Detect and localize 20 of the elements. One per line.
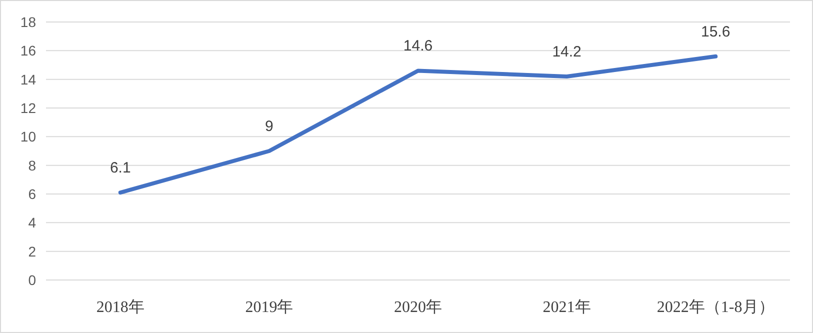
x-tick-label: 2018年 [96, 299, 144, 316]
data-label: 15.6 [701, 23, 730, 40]
data-label: 14.2 [552, 43, 582, 60]
y-tick-label: 4 [28, 214, 36, 231]
data-label: 9 [265, 118, 274, 135]
data-label: 14.6 [403, 38, 433, 55]
y-tick-label: 16 [20, 42, 36, 59]
data-label: 6.1 [110, 160, 131, 177]
x-tick-label: 2019年 [245, 299, 294, 316]
x-tick-label: 2021年 [542, 299, 591, 316]
x-tick-label: 2022年（1-8月） [656, 299, 774, 316]
y-tick-label: 12 [20, 100, 36, 116]
y-tick-label: 8 [28, 157, 36, 174]
y-tick-label: 6 [28, 186, 36, 202]
y-tick-label: 0 [28, 272, 36, 288]
x-tick-label: 2020年 [394, 299, 442, 316]
y-tick-label: 18 [20, 14, 36, 30]
y-tick-label: 2 [28, 243, 36, 260]
y-tick-label: 14 [20, 71, 36, 88]
y-tick-label: 10 [20, 128, 36, 145]
